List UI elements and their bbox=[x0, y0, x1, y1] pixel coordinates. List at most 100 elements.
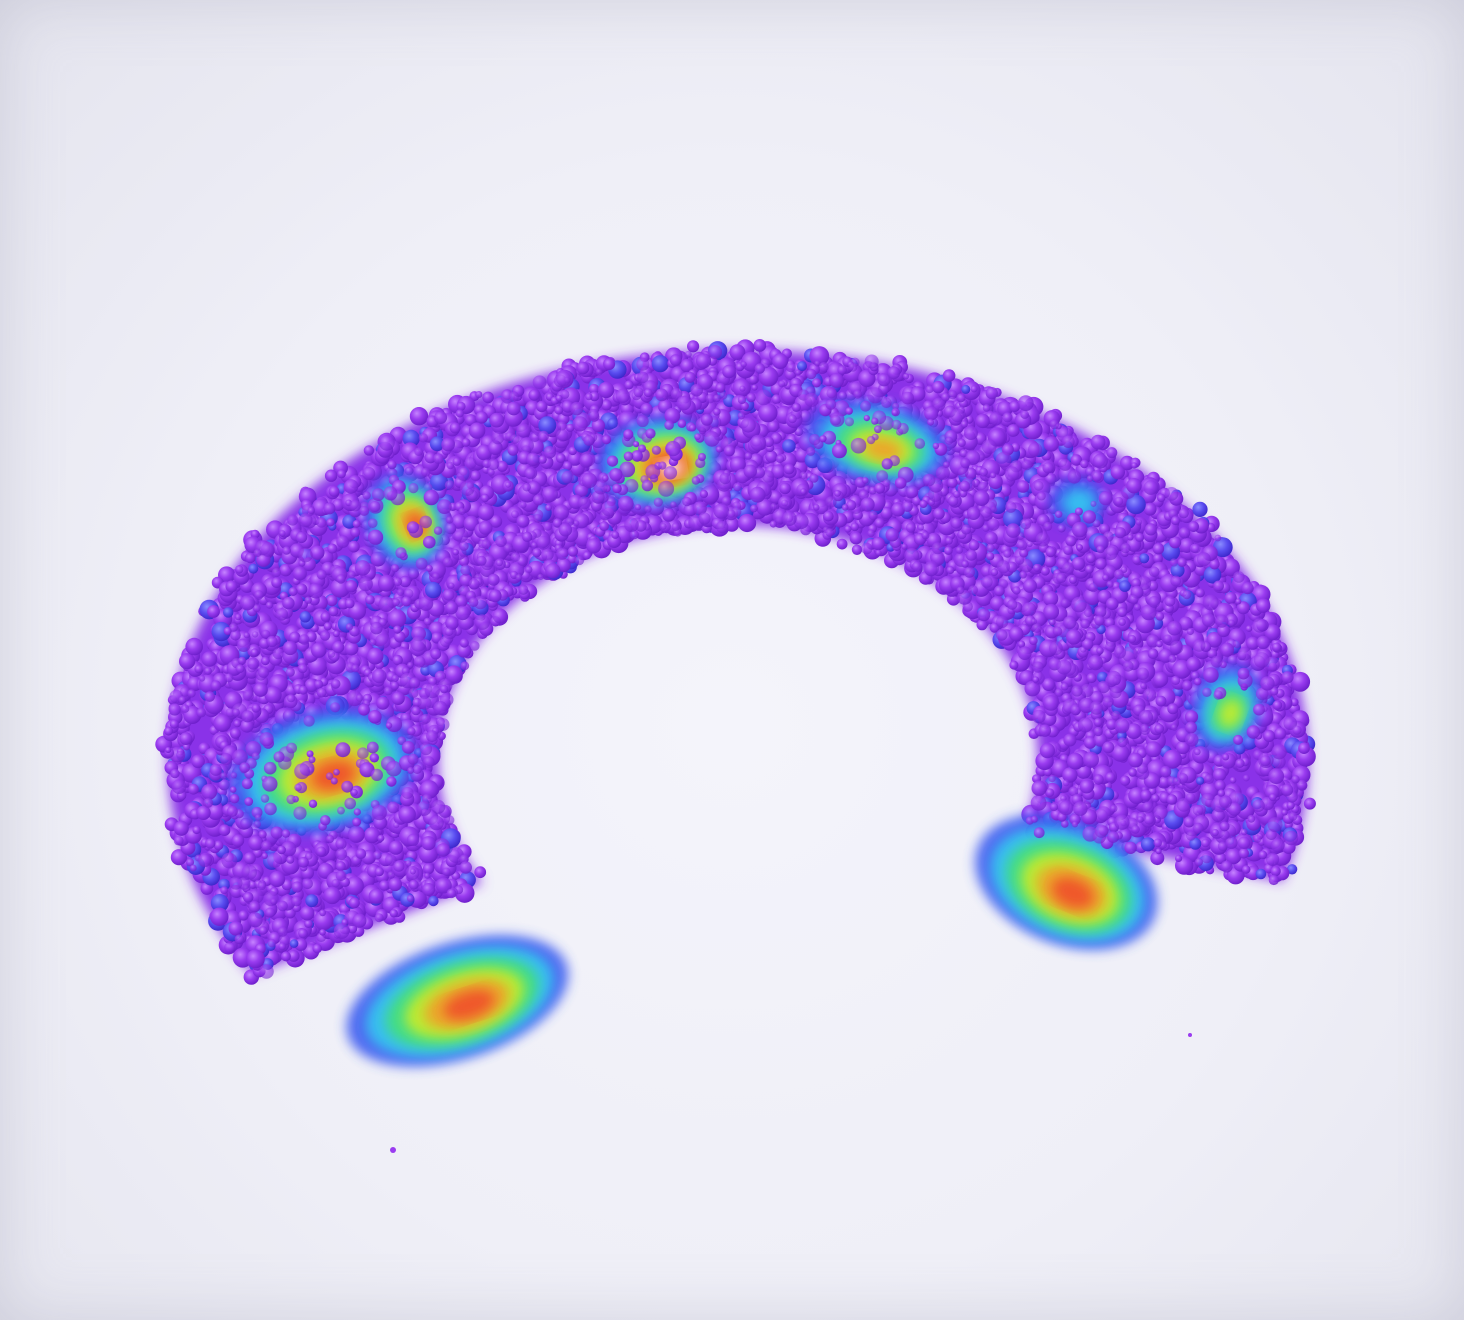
particle bbox=[1270, 866, 1281, 877]
particle bbox=[1263, 730, 1276, 742]
particle bbox=[797, 361, 807, 372]
particle bbox=[1206, 632, 1223, 648]
particle bbox=[461, 438, 471, 447]
particle bbox=[527, 560, 545, 578]
particle bbox=[394, 631, 406, 643]
particle bbox=[568, 446, 577, 456]
particle bbox=[470, 470, 481, 482]
particle bbox=[330, 578, 351, 598]
particle bbox=[337, 469, 346, 479]
particle bbox=[624, 380, 634, 390]
particle bbox=[261, 656, 270, 666]
particle bbox=[1233, 742, 1246, 755]
particle bbox=[536, 400, 548, 413]
particle bbox=[1212, 768, 1227, 782]
particle bbox=[374, 867, 384, 877]
particle bbox=[765, 450, 778, 463]
particle bbox=[324, 469, 338, 482]
particle bbox=[312, 943, 322, 954]
particle bbox=[287, 949, 300, 962]
particle bbox=[388, 877, 403, 892]
particle bbox=[213, 714, 232, 732]
particle bbox=[379, 880, 390, 891]
particle bbox=[299, 611, 311, 623]
particle bbox=[328, 486, 340, 497]
particle bbox=[280, 951, 291, 962]
particle bbox=[477, 504, 495, 521]
particle bbox=[444, 665, 463, 684]
particle bbox=[1065, 535, 1077, 547]
particle bbox=[640, 403, 653, 416]
particle bbox=[1264, 624, 1281, 641]
particle bbox=[230, 728, 241, 739]
particle bbox=[804, 452, 821, 469]
particle bbox=[591, 418, 605, 433]
particle bbox=[482, 391, 494, 404]
particle bbox=[1290, 671, 1311, 692]
particle bbox=[1162, 749, 1182, 769]
particle bbox=[1170, 563, 1185, 578]
particle bbox=[387, 460, 397, 470]
particle bbox=[289, 631, 301, 643]
particle bbox=[364, 827, 381, 844]
particle bbox=[1019, 548, 1029, 558]
particle bbox=[1139, 553, 1150, 564]
particle bbox=[582, 551, 592, 560]
particle bbox=[1128, 787, 1145, 804]
particle bbox=[210, 907, 229, 926]
particle bbox=[456, 643, 472, 658]
particle bbox=[345, 580, 358, 593]
particle bbox=[430, 472, 448, 491]
particle bbox=[1236, 601, 1250, 615]
particle bbox=[428, 895, 439, 907]
particle bbox=[1085, 564, 1094, 574]
particle bbox=[418, 844, 438, 864]
particle bbox=[1274, 727, 1287, 740]
particle bbox=[1192, 501, 1208, 517]
particle bbox=[1008, 626, 1024, 642]
particle bbox=[231, 834, 245, 847]
particle bbox=[1009, 400, 1021, 412]
particle bbox=[429, 436, 445, 452]
particle bbox=[1119, 580, 1131, 592]
particle bbox=[651, 355, 669, 373]
particle bbox=[1119, 775, 1131, 786]
particle bbox=[556, 453, 566, 464]
particle bbox=[1069, 575, 1077, 584]
particle bbox=[1195, 588, 1205, 598]
particle bbox=[210, 894, 229, 912]
particle bbox=[370, 551, 386, 567]
particle bbox=[1135, 532, 1145, 542]
particle bbox=[1158, 776, 1170, 788]
particle bbox=[328, 606, 339, 617]
particle bbox=[1258, 850, 1268, 860]
particle bbox=[213, 840, 224, 851]
particle bbox=[399, 575, 412, 588]
particle bbox=[173, 820, 189, 836]
particle bbox=[528, 389, 540, 401]
particle bbox=[305, 894, 319, 908]
particle bbox=[344, 641, 359, 656]
particle bbox=[976, 619, 988, 631]
particle bbox=[468, 422, 486, 439]
particle bbox=[767, 420, 780, 433]
particle bbox=[1212, 537, 1233, 558]
particle bbox=[849, 531, 863, 545]
particle bbox=[211, 621, 231, 642]
particle bbox=[248, 835, 264, 851]
particle bbox=[345, 876, 364, 895]
particle bbox=[1303, 797, 1316, 810]
particle bbox=[598, 381, 615, 399]
particle bbox=[1106, 718, 1118, 730]
particle bbox=[332, 641, 345, 654]
particle bbox=[1040, 566, 1050, 576]
particle bbox=[1081, 638, 1094, 650]
particle bbox=[603, 358, 616, 370]
particle bbox=[538, 455, 547, 464]
particle bbox=[1126, 723, 1142, 740]
particle bbox=[218, 824, 231, 836]
particle bbox=[700, 485, 720, 504]
particle bbox=[567, 546, 579, 557]
